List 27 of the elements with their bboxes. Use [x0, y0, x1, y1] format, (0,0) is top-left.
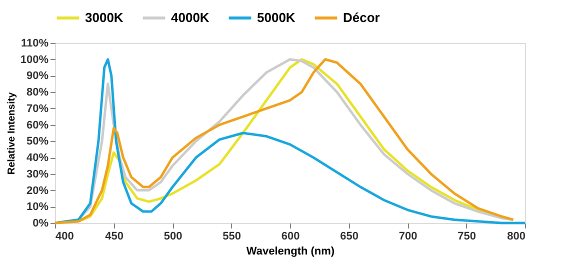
legend-label: 5000K — [257, 10, 296, 25]
y-tick-label: 80% — [26, 86, 49, 99]
x-tick-label: 700 — [398, 230, 418, 242]
x-tick-label: 750 — [458, 230, 476, 242]
x-tick-label: 550 — [222, 230, 241, 242]
x-tick-label: 450 — [105, 230, 124, 242]
y-axis-title: Relative Intensity — [6, 92, 18, 175]
y-tick-label: 20% — [26, 184, 49, 197]
legend-label: 3000K — [85, 10, 124, 25]
y-tick-label: 40% — [26, 152, 49, 164]
y-tick-label: 30% — [26, 168, 49, 180]
x-tick-label: 400 — [56, 230, 74, 242]
x-axis-title: Wavelength (nm) — [246, 246, 335, 258]
y-tick-label: 50% — [26, 136, 49, 148]
y-tick-label: 0% — [32, 218, 49, 230]
x-tick-label: 800 — [507, 230, 526, 242]
x-tick-label: 500 — [164, 230, 182, 242]
x-tick-label: 600 — [281, 230, 300, 242]
x-tick-label: 650 — [340, 230, 358, 242]
legend-label: 4000K — [171, 10, 210, 25]
y-tick-label: 60% — [26, 119, 49, 132]
y-tick-label: 90% — [26, 70, 49, 82]
y-tick-label: 70% — [26, 102, 49, 115]
legend-label: Décor — [343, 10, 380, 25]
y-tick-label: 10% — [26, 201, 49, 214]
y-tick-label: 100% — [20, 54, 49, 66]
y-tick-label: 110% — [20, 38, 49, 50]
